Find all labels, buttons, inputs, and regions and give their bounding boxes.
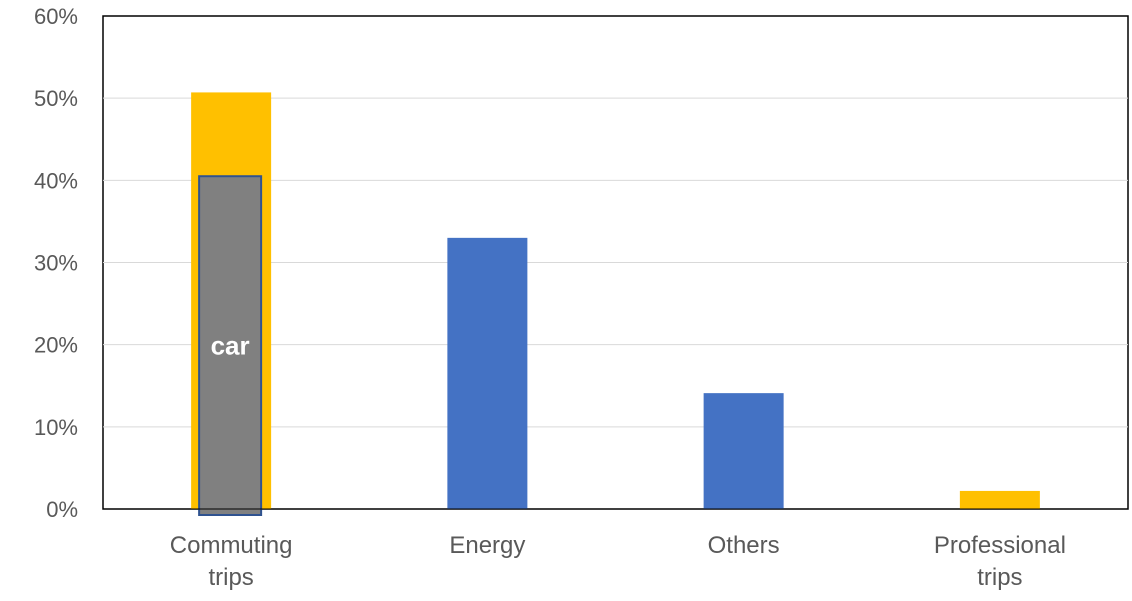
- x-category-label: trips: [977, 564, 1022, 591]
- y-tick-label: 10%: [34, 415, 78, 440]
- y-tick-label: 30%: [34, 251, 78, 276]
- y-tick-label: 0%: [46, 497, 78, 522]
- bar: [959, 490, 1040, 509]
- overlay-bar-label: car: [211, 331, 250, 361]
- bar: [703, 393, 784, 509]
- x-category-label: Energy: [449, 532, 525, 559]
- y-tick-label: 20%: [34, 333, 78, 358]
- bar: [447, 237, 528, 509]
- x-category-label: Professional: [934, 532, 1066, 559]
- x-category-label: Others: [708, 532, 780, 559]
- x-category-label: trips: [208, 564, 253, 591]
- y-tick-label: 60%: [34, 4, 78, 29]
- y-tick-label: 40%: [34, 168, 78, 193]
- y-tick-label: 50%: [34, 86, 78, 111]
- overlay-bar: [198, 175, 263, 516]
- x-category-label: Commuting: [170, 532, 293, 559]
